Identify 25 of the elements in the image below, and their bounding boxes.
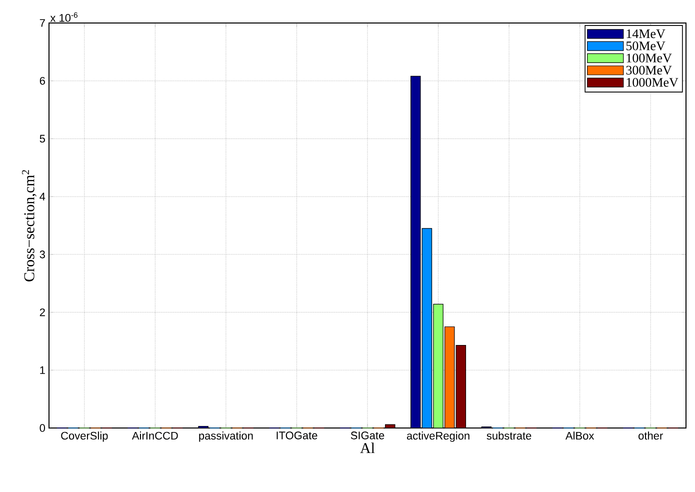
x-tick-label: SIGate: [350, 432, 384, 440]
x-tick-label: substrate: [486, 432, 532, 440]
x-tick-label: CoverSlip: [61, 432, 108, 442]
y-tick-label: 3: [40, 250, 45, 258]
legend-label: 300MeV: [626, 66, 672, 75]
legend-label: 1000MeV: [626, 78, 678, 87]
x-tick-label: ITOGate: [276, 432, 318, 440]
x-axis-title: Al: [360, 442, 375, 454]
y-tick-label: 7: [40, 19, 45, 27]
y-tick-label: 0: [40, 424, 46, 432]
x-tick-label: other: [638, 432, 663, 440]
y-tick-label: 2: [40, 308, 45, 316]
x-tick-label: AlBox: [565, 432, 594, 440]
text: x 10$^{-6}$: [50, 12, 78, 22]
x-tick-label: passivation: [199, 432, 253, 442]
y-tick-label: 1: [40, 366, 45, 374]
legend-label: 14MeV: [626, 29, 666, 38]
x-tick-label: activeRegion: [406, 432, 470, 442]
x-tick-label: AirInCCD: [132, 432, 178, 440]
y-tick-label: 6: [40, 76, 45, 85]
y-tick-label: 5: [40, 134, 45, 143]
y-tick-label: 4: [40, 192, 46, 200]
legend-label: 50MeV: [626, 42, 666, 50]
y-axis-title: Cross−section,cm$^{2}$: [22, 170, 36, 282]
legend-label: 100MeV: [626, 54, 672, 62]
